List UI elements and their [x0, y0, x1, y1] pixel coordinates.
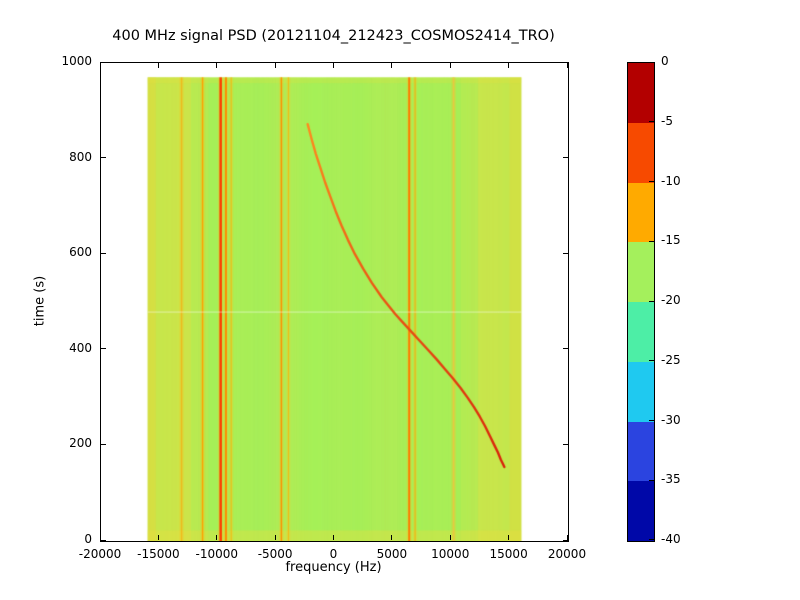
x-tick [216, 535, 218, 540]
y-tick-label: 400 [69, 340, 92, 355]
colorbar-tick-label: -25 [661, 352, 681, 367]
colorbar-tick-label: 0 [661, 54, 669, 68]
colorbar-tick [649, 538, 654, 540]
x-tick-label: 20000 [547, 547, 587, 561]
colorbar-band [628, 63, 654, 123]
y-tick-right [563, 61, 568, 63]
y-tick-right [563, 539, 568, 541]
x-tick-label: -5000 [257, 547, 293, 561]
x-tick-label: -15000 [137, 547, 180, 561]
colorbar-band [628, 361, 654, 422]
y-tick-label: 600 [69, 245, 92, 260]
x-tick-top [157, 63, 159, 68]
x-tick-top [566, 63, 568, 68]
x-tick-label: 15000 [489, 547, 528, 561]
x-tick-top [391, 63, 393, 68]
x-tick-top [216, 63, 218, 68]
x-tick-label: -20000 [78, 547, 122, 561]
y-tick-label: 800 [69, 149, 92, 164]
colorbar-tick-label: -20 [661, 293, 681, 307]
y-tick [101, 539, 106, 541]
y-tick-label: 1000 [61, 54, 92, 68]
y-tick-label: 0 [84, 532, 92, 546]
y-tick-right [563, 443, 568, 445]
x-tick-top [274, 63, 276, 68]
colorbar [627, 62, 655, 542]
x-tick [157, 535, 159, 540]
heatmap-canvas [101, 63, 568, 541]
colorbar-tick [649, 181, 654, 182]
chart-title: 400 MHz signal PSD (20121104_212423_COSM… [112, 28, 555, 44]
y-tick [101, 252, 106, 254]
y-tick [101, 157, 106, 159]
y-tick-right [563, 348, 568, 350]
x-tick-label: 0 [329, 547, 338, 561]
x-tick-label: 5000 [376, 547, 408, 561]
x-tick [391, 535, 393, 540]
x-tick [508, 535, 510, 540]
colorbar-tick-label: -5 [661, 113, 673, 128]
y-tick [101, 348, 106, 350]
colorbar-tick [649, 240, 654, 242]
colorbar-tick [649, 479, 654, 481]
x-tick [274, 535, 276, 540]
colorbar-band [628, 302, 654, 362]
x-tick-top [449, 63, 451, 68]
x-tick-top [333, 63, 334, 68]
colorbar-tick [649, 300, 654, 302]
y-axis-label: time (s) [32, 275, 48, 327]
x-tick [449, 535, 451, 540]
x-tick [333, 535, 334, 540]
colorbar-tick [649, 121, 654, 123]
plot-area [100, 62, 569, 542]
x-tick-top [508, 63, 510, 68]
x-tick [566, 535, 568, 540]
x-axis-label: frequency (Hz) [285, 560, 382, 575]
x-tick-top [99, 63, 101, 68]
colorbar-tick-label: -35 [661, 472, 681, 487]
colorbar-tick [649, 61, 654, 63]
y-tick-right [563, 157, 568, 159]
x-tick-label: 10000 [431, 547, 470, 561]
colorbar-tick [649, 420, 654, 421]
colorbar-band [628, 481, 654, 541]
colorbar-tick-label: -10 [661, 173, 681, 188]
colorbar-band [628, 182, 654, 243]
x-tick-label: -10000 [195, 547, 238, 561]
y-tick-right [563, 252, 568, 254]
colorbar-band [628, 122, 654, 183]
x-tick [99, 535, 101, 540]
colorbar-tick-label: -40 [661, 532, 681, 546]
colorbar-tick-label: -15 [661, 233, 681, 248]
colorbar-band [628, 242, 654, 302]
y-tick-label: 200 [69, 436, 92, 451]
colorbar-tick-label: -30 [661, 412, 681, 427]
colorbar-tick [649, 360, 654, 362]
colorbar-band [628, 421, 654, 482]
y-tick [101, 443, 106, 445]
y-tick [101, 61, 106, 63]
